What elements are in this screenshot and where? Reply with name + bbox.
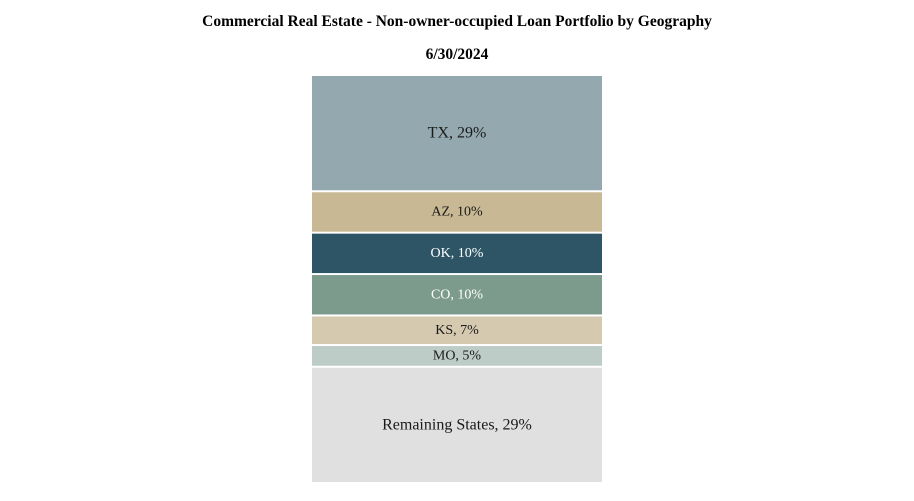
chart-subtitle: 6/30/2024 — [425, 46, 489, 63]
bar-segment-ks — [312, 316, 602, 345]
bar-segment-ok — [312, 233, 602, 274]
data-label-tx: TX, 29% — [428, 125, 487, 142]
bar-segment-az — [312, 192, 602, 232]
data-label-mo: MO, 5% — [433, 348, 482, 363]
data-label-az: AZ, 10% — [431, 204, 483, 219]
bar-segment-remaining-states — [312, 367, 602, 482]
data-label-ks: KS, 7% — [435, 323, 479, 338]
bar-segment-co — [312, 275, 602, 315]
data-label-ok: OK, 10% — [431, 246, 484, 261]
data-label-co: CO, 10% — [431, 287, 483, 302]
chart-title: Commercial Real Estate - Non-owner-occup… — [202, 13, 712, 30]
data-label-remaining-states: Remaining States, 29% — [382, 416, 532, 433]
bar-segment-tx — [312, 76, 602, 191]
bar-segment-mo — [312, 346, 602, 366]
